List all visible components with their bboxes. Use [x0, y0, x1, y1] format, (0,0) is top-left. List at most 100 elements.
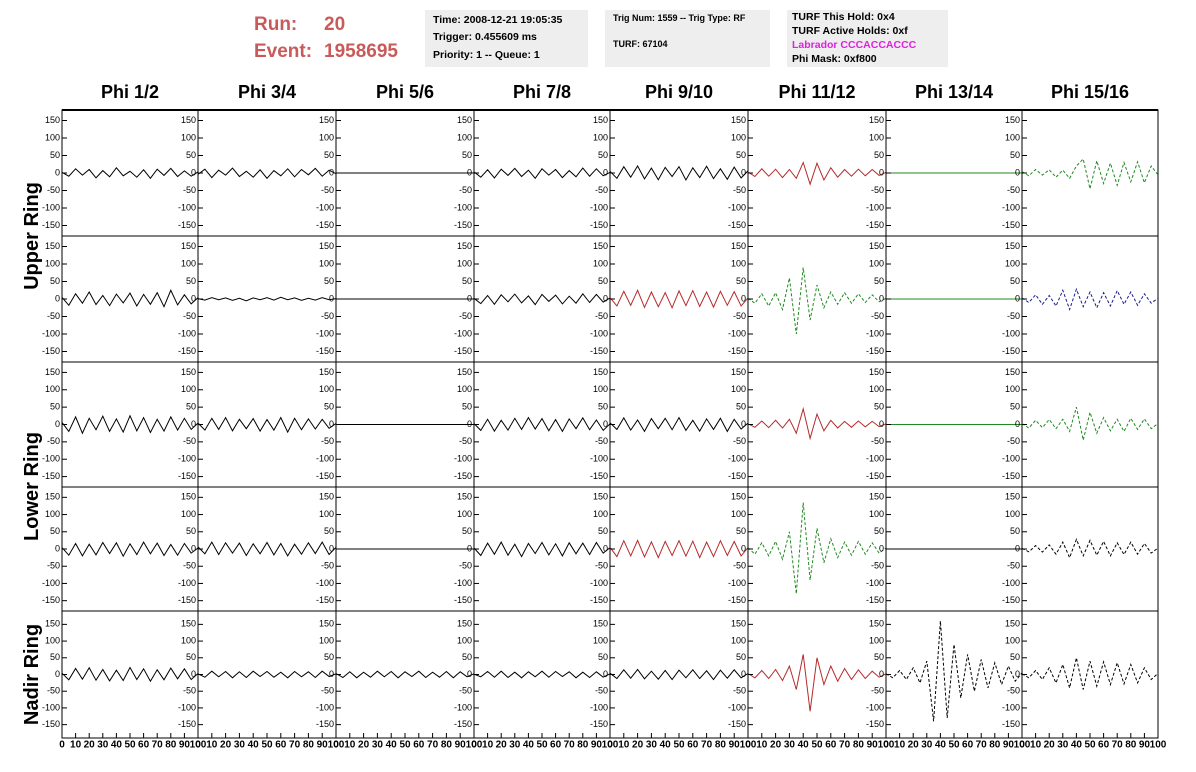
y-tick-label: 0	[467, 419, 472, 429]
y-tick-label: -100	[454, 328, 472, 338]
y-tick-label: 50	[50, 526, 60, 536]
y-tick-label: 50	[736, 276, 746, 286]
y-tick-label: 100	[869, 384, 884, 394]
x-tick-label: 60	[825, 740, 837, 751]
y-tick-label: -50	[321, 311, 334, 321]
panel-frame	[747, 109, 887, 237]
y-tick-label: 50	[598, 150, 608, 160]
y-tick-label: -100	[590, 578, 608, 588]
panel-frame	[61, 486, 199, 612]
y-tick-label: 100	[869, 258, 884, 268]
waveform	[61, 666, 199, 683]
y-tick-label: 50	[598, 276, 608, 286]
waveform	[609, 668, 749, 681]
y-tick-label: 100	[1005, 509, 1020, 519]
y-tick-label: -50	[459, 311, 472, 321]
y-tick-label: 150	[869, 619, 884, 629]
y-tick-label: 150	[457, 619, 472, 629]
ring-label: Upper Ring	[21, 182, 43, 290]
y-tick-label: 150	[319, 241, 334, 251]
info-line: Phi Mask: 0xf800	[792, 53, 877, 65]
y-tick-label: -100	[728, 702, 746, 712]
x-tick-label: 70	[1112, 740, 1124, 751]
y-tick-label: -50	[733, 436, 746, 446]
y-tick-label: 0	[1015, 293, 1020, 303]
y-tick-label: 150	[593, 619, 608, 629]
y-tick-label: -100	[42, 702, 60, 712]
y-tick-label: 0	[191, 669, 196, 679]
y-tick-label: -150	[178, 346, 196, 356]
waveform	[473, 416, 611, 433]
y-tick-label: -150	[590, 346, 608, 356]
y-tick-label: 50	[1010, 276, 1020, 286]
x-tick-label: 50	[811, 740, 823, 751]
y-tick-label: 0	[879, 293, 884, 303]
panel-frame	[197, 109, 337, 237]
y-tick-label: 0	[467, 293, 472, 303]
y-tick-label: -50	[733, 185, 746, 195]
y-tick-label: 0	[329, 543, 334, 553]
y-tick-label: -50	[871, 561, 884, 571]
panel-frame	[1021, 610, 1159, 739]
y-tick-label: 50	[874, 150, 884, 160]
column-title: Phi 5/6	[376, 82, 434, 102]
y-tick-label: 150	[731, 367, 746, 377]
y-tick-label: 50	[50, 402, 60, 412]
panel-frame	[197, 486, 337, 612]
y-tick-label: -150	[866, 346, 884, 356]
panel-frame	[61, 361, 199, 488]
info-line: Trigger: 0.455609 ms	[433, 31, 537, 43]
y-tick-label: 150	[45, 492, 60, 502]
column-title: Phi 9/10	[645, 82, 713, 102]
x-tick-label: 0	[883, 740, 889, 751]
y-tick-label: 50	[1010, 652, 1020, 662]
y-tick-label: 150	[869, 115, 884, 125]
waveform	[61, 289, 199, 308]
y-tick-label: 100	[45, 258, 60, 268]
y-tick-label: 50	[462, 652, 472, 662]
y-tick-label: 0	[741, 419, 746, 429]
y-tick-label: 100	[869, 635, 884, 645]
column-title: Phi 3/4	[238, 82, 296, 102]
y-tick-label: 50	[1010, 150, 1020, 160]
y-tick-label: 50	[736, 526, 746, 536]
y-tick-label: -50	[183, 686, 196, 696]
y-tick-label: 0	[467, 167, 472, 177]
panel-frame	[1021, 486, 1159, 612]
waveform	[609, 164, 749, 182]
waveform	[473, 167, 611, 180]
x-tick-label: 60	[413, 740, 425, 751]
y-tick-label: 100	[181, 384, 196, 394]
waveform	[197, 167, 337, 180]
waveform	[1021, 157, 1159, 189]
x-tick-label: 0	[195, 740, 201, 751]
info-line: Trig Num: 1559 -- Trig Type: RF	[613, 13, 746, 23]
y-tick-label: -100	[316, 702, 334, 712]
y-tick-label: 0	[603, 543, 608, 553]
x-tick-label: 30	[921, 740, 933, 751]
panel-frame	[609, 109, 749, 237]
y-tick-label: 150	[457, 367, 472, 377]
y-tick-label: 100	[45, 635, 60, 645]
y-tick-label: 0	[741, 669, 746, 679]
y-tick-label: -100	[42, 202, 60, 212]
y-tick-label: 100	[593, 258, 608, 268]
y-tick-label: 0	[1015, 167, 1020, 177]
run-label: Run:	[254, 14, 297, 35]
x-tick-label: 40	[248, 740, 260, 751]
y-tick-label: -100	[316, 328, 334, 338]
y-tick-label: 100	[869, 132, 884, 142]
waveform	[747, 161, 887, 186]
x-tick-label: 70	[427, 740, 439, 751]
x-tick-label: 90	[1003, 740, 1015, 751]
y-tick-label: -100	[1002, 578, 1020, 588]
y-tick-label: -100	[42, 328, 60, 338]
x-tick-label: 50	[1084, 740, 1096, 751]
x-tick-label: 90	[317, 740, 329, 751]
x-tick-label: 60	[962, 740, 974, 751]
y-tick-label: 50	[324, 150, 334, 160]
x-tick-label: 20	[632, 740, 644, 751]
x-tick-label: 90	[591, 740, 603, 751]
event-value: 1958695	[324, 41, 398, 62]
x-tick-label: 30	[1057, 740, 1069, 751]
